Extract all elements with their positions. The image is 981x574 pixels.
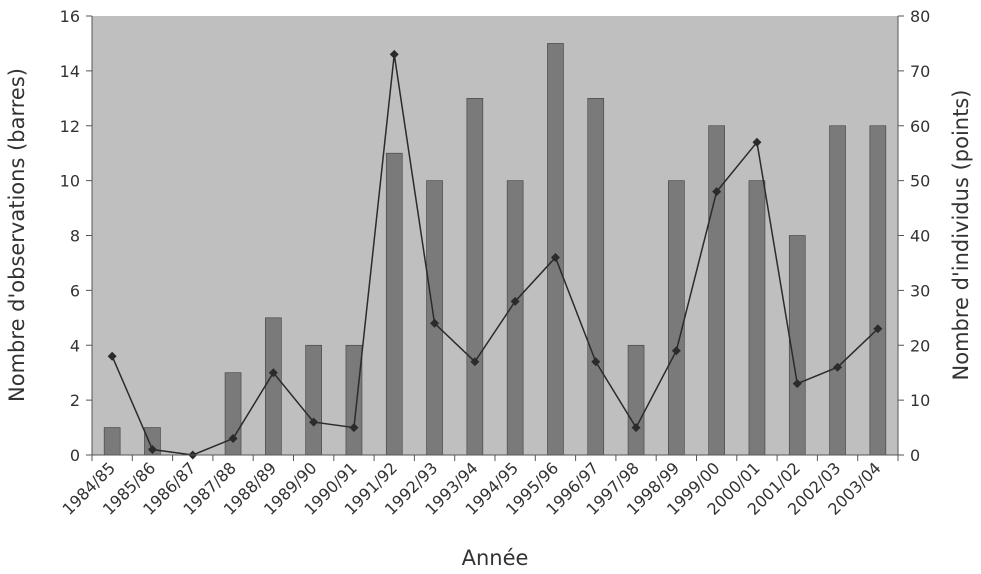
point-2000-01 [752, 137, 762, 147]
right-tick-label: 40 [910, 227, 930, 246]
right-tick-label: 70 [910, 62, 930, 81]
bar-1988-89 [265, 317, 282, 456]
right-tick-label: 20 [910, 336, 930, 355]
left-tick-label: 10 [60, 172, 80, 191]
point-2003-04 [873, 324, 883, 334]
point-2001-02 [792, 379, 802, 389]
x-axis-title: Année [462, 546, 529, 570]
point-1989-90 [309, 417, 319, 427]
point-1984-85 [107, 351, 117, 361]
x-axis: 1984/851985/861986/871987/881988/891989/… [59, 454, 899, 519]
left-tick-label: 4 [70, 336, 80, 355]
point-1999-00 [712, 187, 722, 197]
bar-1992-93 [426, 180, 443, 456]
point-1990-91 [349, 423, 359, 433]
plot-area [92, 16, 898, 455]
right-axis: 0 10 20 30 40 50 60 70 80 [897, 7, 930, 465]
bar-1990-91 [345, 344, 363, 456]
line-series [107, 49, 883, 460]
point-1992-93 [430, 318, 440, 328]
point-1993-94 [470, 357, 480, 367]
left-tick-label: 0 [70, 446, 80, 465]
left-tick-label: 2 [70, 391, 80, 410]
right-tick-label: 30 [910, 281, 930, 300]
point-1997-98 [631, 423, 641, 433]
bar-2001-02 [788, 235, 806, 456]
point-1995-96 [550, 252, 560, 262]
left-tick-label: 12 [60, 117, 80, 136]
bar-1989-90 [305, 344, 322, 456]
point-1994-95 [510, 296, 520, 306]
bar-1999-00 [708, 125, 725, 456]
right-tick-label: 60 [910, 117, 930, 136]
bar-1996-97 [587, 98, 605, 456]
point-1998-99 [671, 346, 681, 356]
point-1996-97 [591, 357, 601, 367]
individus-line [111, 54, 879, 456]
right-tick-label: 0 [910, 446, 920, 465]
y2-axis-title: Nombre d'individus (points) [949, 90, 973, 381]
bar-1994-95 [506, 180, 524, 456]
point-1991-92 [389, 49, 399, 59]
right-tick-label: 80 [910, 7, 930, 26]
left-tick-label: 6 [70, 281, 80, 300]
bar-1997-98 [627, 344, 645, 456]
bar-2000-01 [748, 180, 766, 456]
bar-2003-04 [869, 125, 887, 456]
point-1987-88 [228, 434, 238, 444]
point-1985-86 [147, 445, 157, 455]
bar-1995-96 [547, 43, 564, 456]
right-tick-label: 50 [910, 172, 930, 191]
point-1988-89 [268, 368, 278, 378]
bar-1993-94 [466, 98, 484, 456]
y-axis-title: Nombre d'observations (barres) [5, 68, 29, 402]
left-axis: 0 2 4 6 8 10 12 14 16 [60, 7, 93, 465]
right-tick-label: 10 [910, 391, 930, 410]
left-tick-label: 16 [60, 7, 80, 26]
bar-2002-03 [829, 125, 846, 456]
point-2002-03 [833, 362, 843, 372]
bar-1991-92 [385, 152, 403, 456]
left-tick-label: 14 [60, 62, 80, 81]
bar-series [103, 43, 887, 456]
bar-1998-99 [668, 180, 685, 456]
bar-1984-85 [103, 427, 121, 456]
left-tick-label: 8 [70, 227, 80, 246]
